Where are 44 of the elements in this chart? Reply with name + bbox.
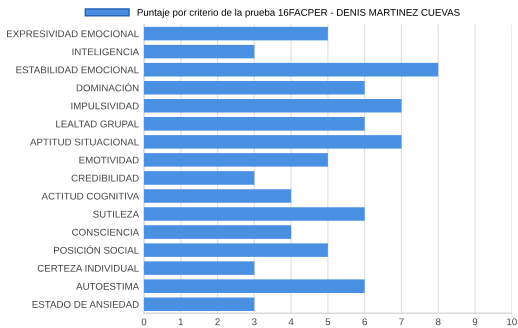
y-tick-label: APTITUD SITUACIONAL [30, 138, 139, 146]
bar [144, 153, 328, 167]
bar [144, 171, 254, 185]
y-tick-label: CONSCIENCIA [72, 228, 140, 236]
y-tick-label: CERTEZA INDIVIDUAL [38, 264, 139, 272]
x-tick-label: 3 [252, 318, 257, 326]
x-tick-label: 5 [326, 318, 330, 326]
x-tick-label: 7 [399, 318, 404, 326]
y-tick-label: CREDIBILIDAD [72, 174, 139, 182]
bar [144, 26, 328, 40]
x-tick-label: 0 [142, 318, 146, 326]
y-tick-label: INTELIGENCIA [72, 48, 140, 56]
x-tick-label: 1 [178, 318, 184, 326]
bar [144, 117, 365, 131]
y-tick-label: EXPRESIVIDAD EMOCIONAL [7, 30, 139, 38]
y-tick-label: IMPULSIVIDAD [71, 102, 139, 110]
bar [144, 62, 438, 76]
y-tick-label: LEALTAD GRUPAL [56, 120, 139, 128]
bar [144, 261, 254, 275]
x-tick-label: 8 [436, 318, 441, 326]
bar [144, 297, 254, 311]
y-tick-label: ESTABILIDAD EMOCIONAL [16, 66, 139, 74]
bar [144, 99, 402, 113]
x-tick-label: 9 [472, 318, 478, 326]
bar [144, 135, 402, 149]
y-tick-label: DOMINACIÓN [76, 82, 138, 92]
x-tick-label: 10 [507, 318, 517, 326]
bar [144, 44, 254, 58]
y-tick-label: AUTOESTIMA [76, 282, 140, 290]
x-tick-label: 2 [215, 318, 220, 326]
bar [144, 80, 365, 95]
y-tick-label: EMOTIVIDAD [79, 156, 139, 164]
x-tick-label: 4 [288, 318, 294, 326]
y-tick-label: POSICIÓN SOCIAL [54, 245, 139, 254]
bar [144, 207, 365, 221]
y-tick-label: ESTADO DE ANSIEDAD [32, 300, 139, 308]
legend-label: Puntaje por criterio de la prueba 16FACPER - DENIS MARTINEZ CUEVAS [138, 8, 460, 18]
bar [144, 225, 292, 239]
bar [144, 189, 292, 203]
y-tick-label: SUTILEZA [93, 210, 140, 218]
bar [144, 279, 365, 293]
x-tick-label: 6 [362, 318, 367, 326]
bar [144, 243, 328, 257]
y-tick-label: ACTITUD COGNITIVA [42, 192, 140, 200]
